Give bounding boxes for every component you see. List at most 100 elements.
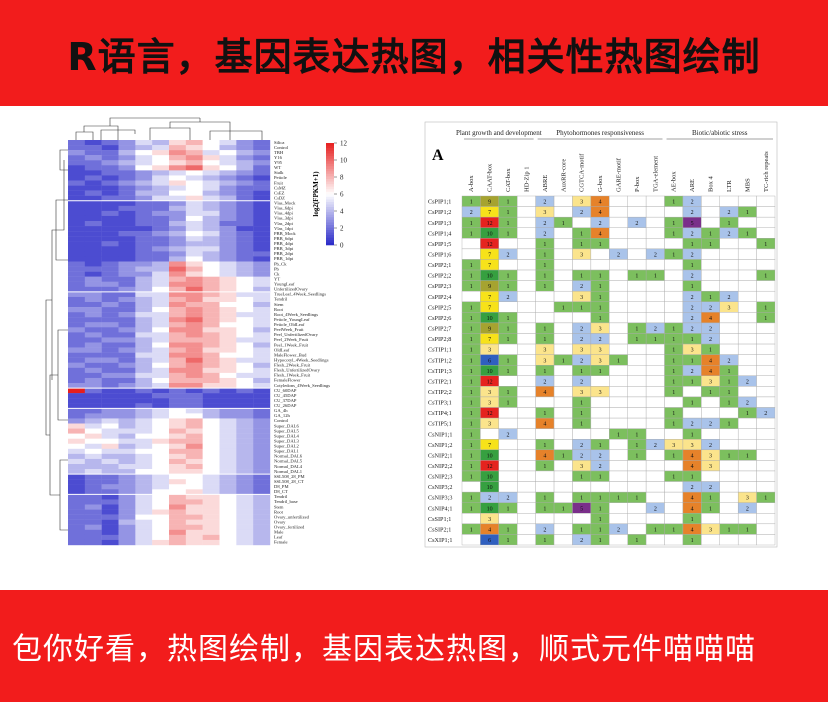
heat-cell: [253, 474, 271, 480]
cell-value: 1: [599, 527, 602, 533]
heat-cell: [84, 205, 102, 212]
heat-cell: [236, 221, 254, 227]
heat-cell: [152, 327, 170, 333]
empty-cell: [609, 301, 628, 313]
heat-cell: [135, 433, 153, 439]
heat-cell: [253, 160, 271, 166]
empty-cell: [756, 343, 776, 355]
colorbar-step: [326, 214, 334, 218]
cell-value: 1: [599, 369, 602, 375]
heat-cell: [253, 499, 271, 505]
heat-cell: [135, 246, 153, 252]
heat-cell: [152, 484, 170, 490]
heat-cell: [202, 534, 220, 541]
heat-cell: [219, 175, 237, 181]
row-label: UnfertilizedOvary: [274, 287, 308, 292]
heat-cell: [101, 296, 119, 303]
heat-cell: [101, 312, 119, 318]
heat-cell: [118, 362, 136, 369]
cell-value: 4: [599, 200, 602, 206]
row-label: CsNIP1;1: [428, 431, 452, 438]
heat-cell: [101, 140, 119, 146]
row-label: Vlas_3dpi: [274, 216, 294, 221]
heat-cell: [169, 514, 187, 520]
banner-title: R语言，基因表达热图，相关性热图绘制: [67, 34, 761, 79]
heat-cell: [152, 140, 170, 146]
row-label: GA_4h: [274, 408, 288, 413]
heat-cell: [253, 185, 271, 191]
heat-cell: [169, 423, 187, 429]
heat-cell: [118, 388, 136, 394]
empty-cell: [535, 396, 555, 408]
cell-value: 1: [727, 527, 730, 533]
cell-value: 1: [543, 263, 546, 269]
cell-value: 3: [727, 305, 730, 311]
cell-value: 4: [543, 453, 546, 459]
empty-cell: [609, 322, 628, 334]
empty-cell: [609, 216, 628, 228]
cell-value: 2: [470, 210, 473, 216]
heat-cell: [219, 438, 237, 444]
cell-value: 3: [599, 327, 602, 333]
cell-value: 3: [746, 496, 749, 502]
column-label: G-box: [597, 175, 604, 192]
heat-cell: [152, 246, 170, 252]
heat-cell: [236, 458, 254, 465]
heat-cell: [236, 539, 254, 546]
heat-cell: [135, 291, 153, 298]
heat-cell: [169, 210, 187, 217]
cell-value: 3: [672, 443, 675, 449]
empty-cell: [627, 365, 647, 376]
heat-cell: [202, 241, 220, 247]
empty-cell: [645, 491, 665, 503]
heat-cell: [135, 150, 153, 156]
heat-cell: [135, 261, 153, 267]
empty-cell: [572, 259, 592, 271]
cell-value: 1: [470, 284, 473, 290]
row-label: Root: [274, 509, 284, 514]
heat-cell: [84, 347, 102, 353]
heat-cell: [202, 479, 220, 485]
heat-cell: [219, 276, 237, 282]
heat-cell: [118, 190, 136, 196]
colorbar-step: [326, 211, 334, 215]
heat-cell: [101, 200, 119, 207]
colorbar-step: [326, 181, 334, 185]
empty-cell: [701, 216, 720, 228]
heat-cell: [101, 509, 119, 515]
heat-cell: [152, 205, 170, 212]
row-label: CsMZ: [274, 185, 286, 190]
heat-cell: [202, 226, 220, 232]
heat-cell: [219, 241, 237, 247]
row-label: Y16: [274, 155, 283, 160]
cell-value: 7: [488, 263, 491, 269]
heat-cell: [68, 175, 86, 181]
cell-value: 4: [691, 527, 694, 533]
cell-value: 1: [691, 358, 694, 364]
row-dendrogram: [45, 149, 68, 531]
heat-cell: [68, 509, 86, 515]
heat-cell: [118, 372, 136, 379]
heat-cell: [84, 418, 102, 424]
heat-cell: [202, 317, 220, 323]
heat-cell: [84, 276, 102, 282]
heat-cell: [152, 210, 170, 217]
empty-cell: [645, 417, 665, 429]
row-label: Super_DAL1: [274, 449, 299, 454]
heat-cell: [202, 150, 220, 156]
heat-cell: [202, 423, 220, 429]
heat-cell: [152, 448, 170, 455]
empty-cell: [737, 259, 757, 271]
empty-cell: [719, 259, 739, 271]
heat-cell: [202, 190, 220, 196]
heat-cell: [84, 484, 102, 490]
heat-cell: [219, 352, 237, 358]
heat-cell: [101, 261, 119, 267]
empty-cell: [645, 343, 665, 355]
heat-cell: [185, 241, 203, 247]
heat-cell: [84, 337, 102, 343]
empty-cell: [627, 523, 647, 535]
heat-cell: [202, 281, 220, 288]
heat-cell: [84, 529, 102, 536]
